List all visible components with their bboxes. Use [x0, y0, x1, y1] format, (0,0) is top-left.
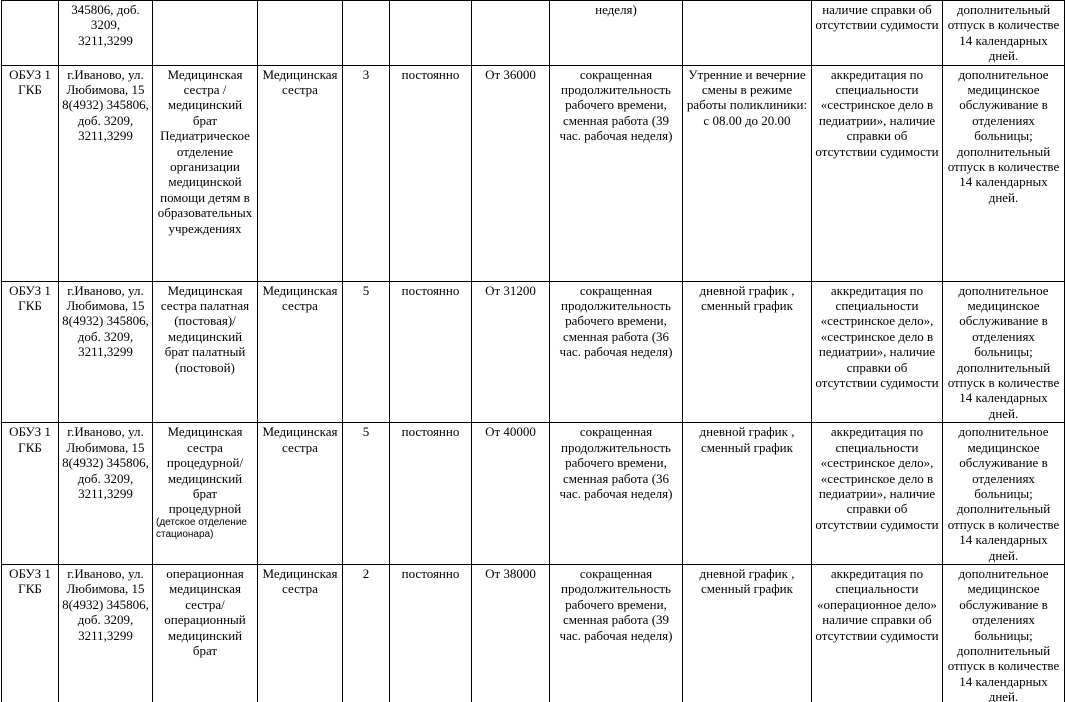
table-cell: Медицинская сестра палатная (постовая)/ … [152, 280, 258, 424]
table-cell: г.Иваново, ул. Любимова, 15 8(4932) 3458… [58, 64, 153, 282]
table-cell: сокращенная продолжительность рабочего в… [549, 280, 683, 424]
table-cell: От 38000 [471, 563, 550, 702]
table-cell: 2 [342, 563, 390, 702]
table-cell [389, 0, 472, 66]
table-cell: аккредитация по специальности «сестринск… [811, 64, 943, 282]
table-cell: аккредитация по специальности «сестринск… [811, 422, 943, 565]
table-cell: Утренние и вечерние смены в режиме работ… [682, 64, 812, 282]
table-cell: ОБУЗ 1 ГКБ [1, 422, 59, 565]
table-cell [1, 0, 59, 66]
table-cell: г.Иваново, ул. Любимова, 15 8(4932) 3458… [58, 422, 153, 565]
table-cell: аккредитация по специальности «сестринск… [811, 280, 943, 424]
table-cell: постоянно [389, 563, 472, 702]
table-cell: ОБУЗ 1 ГКБ [1, 563, 59, 702]
table-cell: От 36000 [471, 64, 550, 282]
table-cell [257, 0, 343, 66]
table-cell: постоянно [389, 280, 472, 424]
table-cell: ОБУЗ 1 ГКБ [1, 280, 59, 424]
table-cell: дополнительное медицинское обслуживание … [942, 280, 1065, 424]
cell-note: (детское отделение стационара) [156, 516, 247, 540]
table-cell: дополнительное медицинское обслуживание … [942, 64, 1065, 282]
table-cell: ОБУЗ 1 ГКБ [1, 64, 59, 282]
table-cell: Медицинская сестра [257, 280, 343, 424]
table-cell: операционная медицинская сестра/ операци… [152, 563, 258, 702]
table-cell [342, 0, 390, 66]
table-cell: дневной график , сменный график [682, 422, 812, 565]
table-cell: аккредитация по специальности «операцион… [811, 563, 943, 702]
table-cell: неделя) [549, 0, 683, 66]
table-cell: Медицинская сестра /медицинский брат Пед… [152, 64, 258, 282]
table-row: ОБУЗ 1 ГКБ г.Иваново, ул. Любимова, 15 8(… [1, 563, 1065, 702]
table-cell [152, 0, 258, 66]
table-cell [471, 0, 550, 66]
table-cell: 5 [342, 422, 390, 565]
cell-text: Медицинская сестра процедурной/ медицинс… [166, 424, 244, 517]
table-cell: Медицинская сестра процедурной/ медицинс… [152, 422, 258, 565]
table-cell: наличие справки об отсутствии судимости [811, 0, 943, 66]
table-row: ОБУЗ 1 ГКБ г.Иваново, ул. Любимова, 15 8(… [1, 64, 1065, 282]
table-row: 345806, доб. 3209, 3211,3299 неделя) налич… [1, 0, 1065, 66]
table-row: ОБУЗ 1 ГКБ г.Иваново, ул. Любимова, 15 8(… [1, 422, 1065, 565]
table-cell: 345806, доб. 3209, 3211,3299 [58, 0, 153, 66]
table-cell: сокращенная продолжительность рабочего в… [549, 563, 683, 702]
table-cell: От 40000 [471, 422, 550, 565]
table-cell: 5 [342, 280, 390, 424]
table-cell: постоянно [389, 422, 472, 565]
table-cell: дневной график , сменный график [682, 280, 812, 424]
table-cell: сокращенная продолжительность рабочего в… [549, 64, 683, 282]
table-cell: г.Иваново, ул. Любимова, 15 8(4932) 3458… [58, 563, 153, 702]
table-cell: постоянно [389, 64, 472, 282]
table-cell: Медицинская сестра [257, 422, 343, 565]
table-cell [682, 0, 812, 66]
table-cell: Медицинская сестра [257, 563, 343, 702]
table-cell: сокращенная продолжительность рабочего в… [549, 422, 683, 565]
table-cell: г.Иваново, ул. Любимова, 15 8(4932) 3458… [58, 280, 153, 424]
table-cell: дневной график , сменный график [682, 563, 812, 702]
table-cell: дополнительное медицинское обслуживание … [942, 422, 1065, 565]
table-cell: 3 [342, 64, 390, 282]
table-cell: дополнительный отпуск в количестве 14 ка… [942, 0, 1065, 66]
table-cell: Медицинская сестра [257, 64, 343, 282]
table-cell: дополнительное медицинское обслуживание … [942, 563, 1065, 702]
table-cell: От 31200 [471, 280, 550, 424]
table-row: ОБУЗ 1 ГКБ г.Иваново, ул. Любимова, 15 8(… [1, 280, 1065, 424]
